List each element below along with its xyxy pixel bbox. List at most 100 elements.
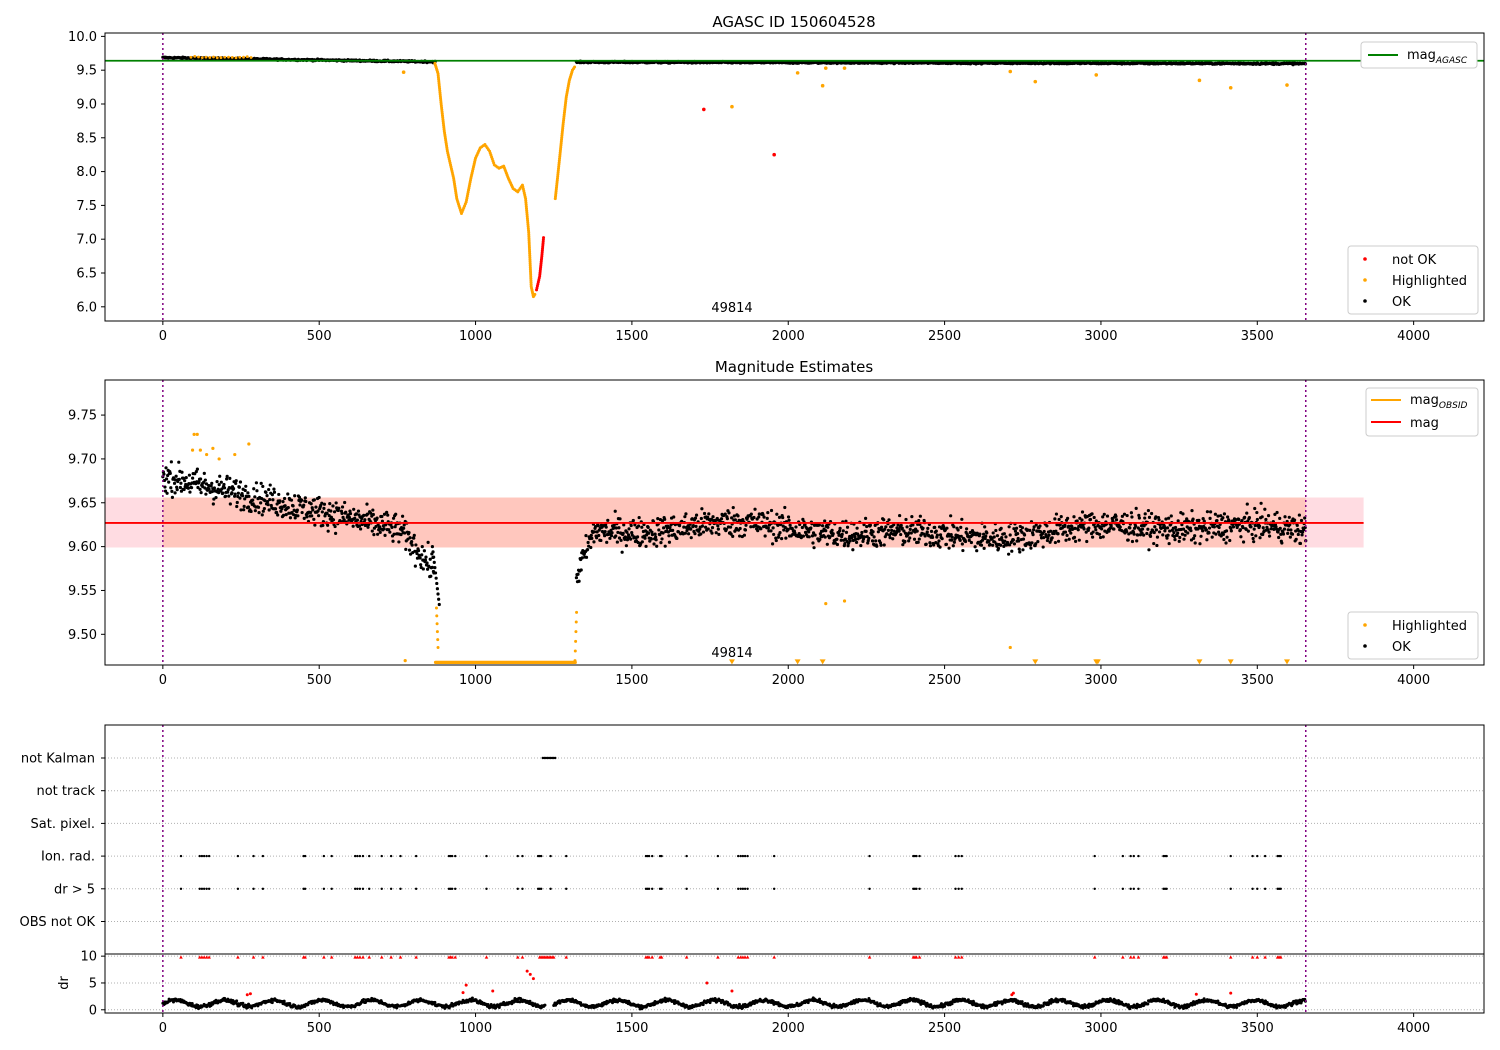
ok-point xyxy=(620,550,624,554)
ok-point xyxy=(617,536,622,540)
ok-point xyxy=(418,556,422,560)
flag-point xyxy=(198,854,201,858)
highlighted-point xyxy=(233,452,237,457)
ok-point xyxy=(862,535,867,539)
ok-point xyxy=(643,536,647,540)
ok-point xyxy=(1069,531,1073,535)
ok-point xyxy=(1076,528,1080,532)
flag-point xyxy=(1137,887,1140,890)
ok-point xyxy=(884,525,888,529)
ok-point xyxy=(625,530,629,534)
ok-point xyxy=(637,515,641,520)
panel2-xtick-label-8: 4000 xyxy=(1397,673,1430,688)
ok-point xyxy=(378,530,382,534)
ok-point xyxy=(1032,525,1036,529)
ok-point xyxy=(310,514,314,518)
ok-point xyxy=(1063,523,1067,527)
ok-point xyxy=(1183,533,1187,537)
ok-point xyxy=(170,489,174,493)
ok-point xyxy=(428,557,432,561)
panel2-annotation: 49814 xyxy=(711,646,752,661)
ok-point xyxy=(668,526,672,530)
panel2-ytick-label-5: 9.75 xyxy=(68,409,97,424)
highlighted-point xyxy=(195,432,199,436)
flag-point xyxy=(716,854,720,858)
flag-point xyxy=(1132,887,1135,890)
ok-point xyxy=(1102,512,1106,516)
flag-point xyxy=(540,854,543,858)
ok-point xyxy=(901,543,905,547)
flag-point xyxy=(540,887,543,890)
ok-point xyxy=(352,507,356,511)
ok-point xyxy=(370,529,374,533)
ok-point xyxy=(1128,526,1132,530)
highlighted-point xyxy=(245,55,249,59)
ok-point xyxy=(1088,517,1093,522)
flag-point xyxy=(716,887,720,890)
ok-point xyxy=(1028,543,1032,547)
ok-point xyxy=(823,519,827,523)
ok-point xyxy=(397,540,401,544)
panel1-xtick-label-6: 3000 xyxy=(1084,329,1117,344)
ok-point xyxy=(414,543,418,547)
ok-point xyxy=(297,495,302,499)
ok-point xyxy=(844,530,849,534)
ok-point xyxy=(1300,533,1304,537)
ok-point xyxy=(655,544,659,548)
ok-point xyxy=(865,524,869,529)
ok-point xyxy=(811,541,815,545)
ok-point xyxy=(222,486,227,490)
ok-point xyxy=(845,525,850,529)
ok-point xyxy=(800,525,804,530)
ok-point xyxy=(380,514,384,519)
ok-point xyxy=(1165,536,1169,540)
ok-point xyxy=(1255,510,1259,515)
panel1-ytick-label-7: 9.5 xyxy=(76,64,97,79)
ok-point xyxy=(230,491,234,495)
panel1-ytick-label-5: 8.5 xyxy=(76,131,97,146)
ok-point xyxy=(812,546,816,550)
ok-point xyxy=(321,523,325,528)
ok-point xyxy=(1031,533,1035,537)
ok-point xyxy=(1205,538,1209,542)
ok-point xyxy=(296,514,300,518)
ok-point xyxy=(660,537,664,541)
ok-point xyxy=(164,477,169,481)
ok-point xyxy=(657,528,661,532)
ok-point xyxy=(689,527,693,531)
ok-point xyxy=(700,524,705,528)
ok-point xyxy=(1283,515,1287,519)
ok-point xyxy=(650,530,654,534)
panel2-xtick-label-1: 500 xyxy=(307,673,332,688)
flag-point xyxy=(957,854,960,858)
ok-point xyxy=(353,516,357,520)
flag-point xyxy=(516,854,519,858)
flag-point xyxy=(868,887,871,890)
flag-point xyxy=(450,887,454,890)
flag-point xyxy=(389,887,393,890)
not-ok-point xyxy=(702,107,706,112)
ok-point xyxy=(211,502,215,506)
ok-point xyxy=(784,536,788,540)
ok-point xyxy=(264,490,268,495)
ok-point xyxy=(429,574,433,578)
flag-point xyxy=(1129,887,1132,890)
panel2-ytick-label-3: 9.65 xyxy=(68,496,97,511)
panel2-ytick-label-2: 9.60 xyxy=(68,540,97,555)
ok-point xyxy=(769,529,773,533)
ok-point xyxy=(879,525,884,529)
ok-point xyxy=(978,532,982,536)
ok-point xyxy=(1255,517,1259,522)
ok-point xyxy=(167,480,171,484)
ok-point xyxy=(630,530,634,535)
ok-point xyxy=(253,495,257,499)
ok-point xyxy=(843,541,847,546)
ok-point xyxy=(1147,515,1152,519)
ok-point xyxy=(995,534,1000,538)
dr-point xyxy=(235,999,239,1003)
ok-point xyxy=(408,536,412,540)
ok-point xyxy=(220,487,224,491)
ok-point xyxy=(848,539,852,543)
ok-point xyxy=(340,505,345,509)
